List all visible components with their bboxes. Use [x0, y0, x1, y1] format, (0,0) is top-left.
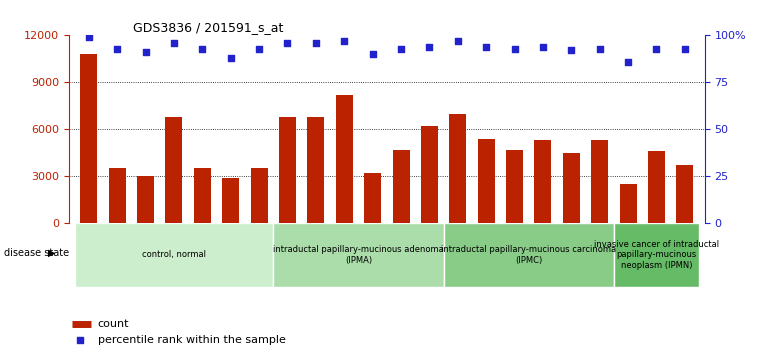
- Bar: [620, 184, 637, 223]
- Point: [366, 51, 378, 57]
- Bar: [137, 176, 154, 223]
- Bar: [444, 223, 614, 287]
- Bar: [222, 178, 239, 223]
- Point: [424, 44, 436, 50]
- Bar: [563, 153, 580, 223]
- Point: [452, 38, 464, 44]
- Point: [196, 46, 208, 51]
- Point: [74, 337, 87, 343]
- Point: [309, 40, 322, 46]
- Bar: [279, 117, 296, 223]
- Text: percentile rank within the sample: percentile rank within the sample: [97, 335, 286, 345]
- Bar: [614, 223, 699, 287]
- Bar: [478, 139, 495, 223]
- Text: disease state: disease state: [4, 248, 69, 258]
- Bar: [109, 168, 126, 223]
- Bar: [307, 117, 324, 223]
- Text: GDS3836 / 201591_s_at: GDS3836 / 201591_s_at: [133, 21, 283, 34]
- Text: invasive cancer of intraductal
papillary-mucinous
neoplasm (IPMN): invasive cancer of intraductal papillary…: [594, 240, 719, 270]
- Point: [565, 47, 578, 53]
- Point: [537, 44, 549, 50]
- Bar: [250, 168, 267, 223]
- Bar: [336, 95, 353, 223]
- Point: [224, 55, 237, 61]
- Bar: [648, 151, 665, 223]
- Point: [480, 44, 493, 50]
- Bar: [74, 223, 273, 287]
- Point: [281, 40, 293, 46]
- Point: [111, 46, 123, 51]
- Bar: [392, 149, 410, 223]
- Bar: [506, 149, 523, 223]
- Point: [594, 46, 606, 51]
- Point: [83, 34, 95, 40]
- Point: [253, 46, 265, 51]
- Bar: [364, 173, 381, 223]
- Bar: [591, 140, 608, 223]
- Bar: [273, 223, 444, 287]
- Point: [650, 46, 663, 51]
- Text: ▶: ▶: [48, 248, 56, 258]
- Point: [395, 46, 408, 51]
- Bar: [676, 165, 693, 223]
- Point: [509, 46, 521, 51]
- Bar: [450, 114, 466, 223]
- Point: [679, 46, 691, 51]
- Bar: [165, 117, 182, 223]
- Bar: [80, 54, 97, 223]
- Text: control, normal: control, normal: [142, 250, 206, 259]
- Point: [168, 40, 180, 46]
- Text: intraductal papillary-mucinous carcinoma
(IPMC): intraductal papillary-mucinous carcinoma…: [441, 245, 617, 264]
- Point: [338, 38, 350, 44]
- Text: intraductal papillary-mucinous adenoma
(IPMA): intraductal papillary-mucinous adenoma (…: [273, 245, 444, 264]
- Text: count: count: [97, 319, 129, 329]
- Point: [622, 59, 634, 64]
- Bar: [194, 168, 211, 223]
- Bar: [421, 126, 438, 223]
- Bar: [535, 140, 552, 223]
- Point: [139, 50, 152, 55]
